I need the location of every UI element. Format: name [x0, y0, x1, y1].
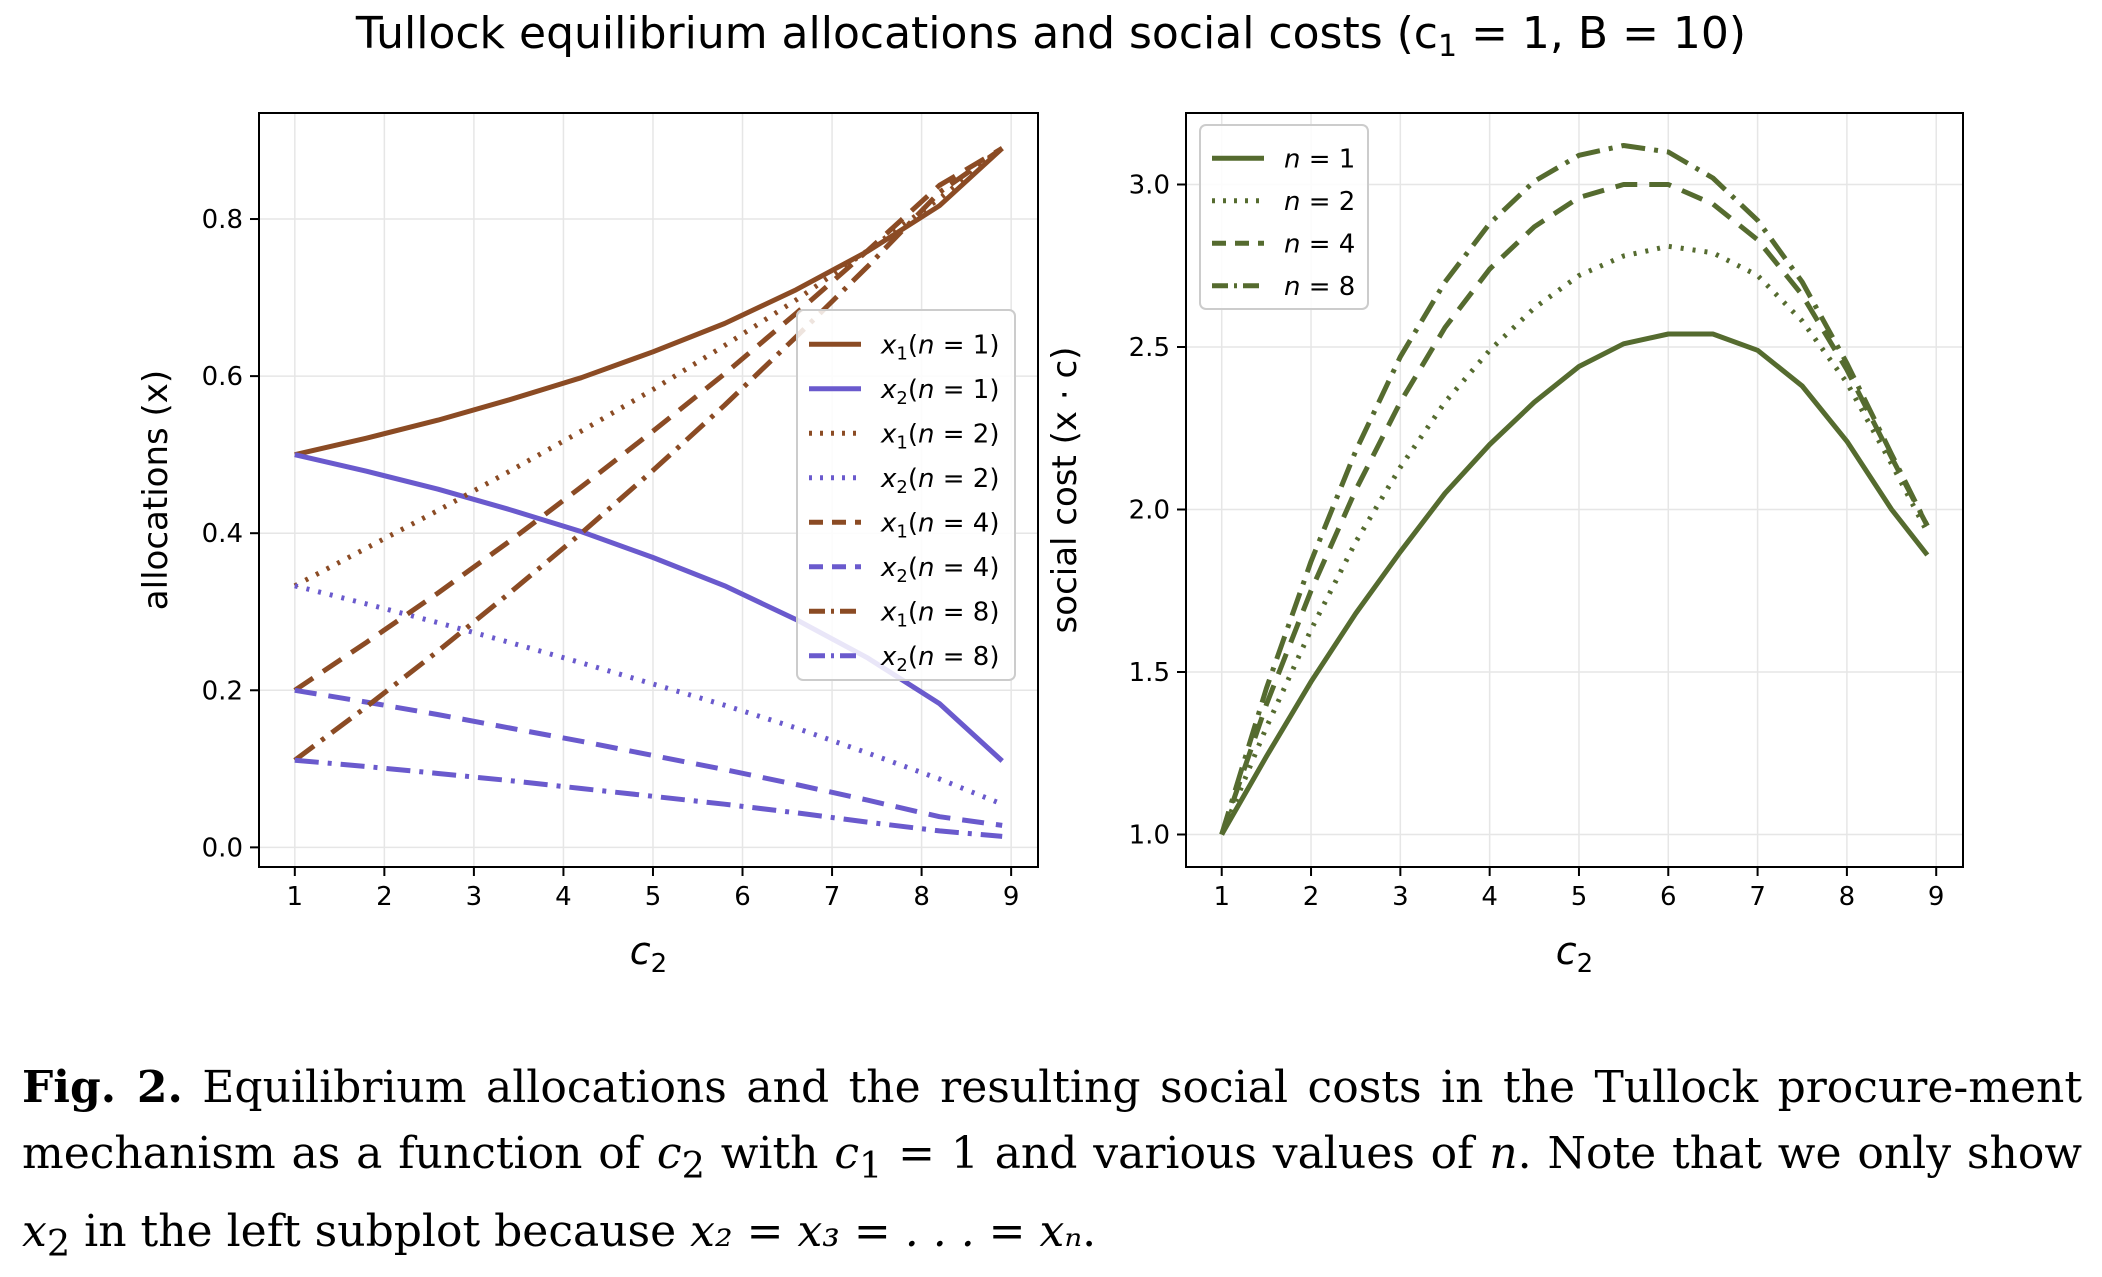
series-line-x1-n-4-: [293, 146, 1004, 693]
legend-label: n = 1: [1284, 144, 1355, 174]
y-tick-label: 2.0: [1129, 496, 1170, 526]
x-axis-label: c2: [630, 929, 667, 979]
x-tick-label: 2: [1303, 882, 1320, 912]
legend: n = 1 n = 2 n = 4 n = 8: [1199, 124, 1369, 310]
x-tick-label: 1: [287, 882, 304, 912]
series-line-x2-n-4-: [294, 687, 1003, 828]
x-tick-label: 8: [1839, 882, 1856, 912]
x-tick-label: 6: [734, 882, 751, 912]
x-tick-label: 4: [1481, 882, 1498, 912]
legend-label: x2(n = 8): [880, 642, 999, 676]
x-tick-label: 5: [1571, 882, 1588, 912]
allocations-chart: 1 2 3 4 5 6 7 8 9 0.0 0.2 0.4 0.6 0.8 c2 allocations (x…: [136, 112, 1039, 979]
x-tick-label: 8: [913, 882, 930, 912]
y-tick-label: 2.5: [1129, 333, 1170, 363]
y-tick-label: 0.4: [202, 519, 243, 549]
legend-label: x2(n = 2): [880, 464, 999, 498]
y-axis-label: social cost (x · c): [1045, 347, 1085, 634]
legend-label: x1(n = 2): [880, 419, 999, 453]
series-line-n-8: [1219, 143, 1930, 836]
y-tick-label: 0.8: [202, 205, 243, 235]
series-line-n-1: [1219, 331, 1930, 836]
x-axis-label: c2: [1556, 929, 1593, 979]
series-line-n-4: [1219, 182, 1930, 836]
x-tick-label: 6: [1660, 882, 1677, 912]
social-cost-chart: 1 2 3 4 5 6 7 8 9 1.0 1.5 2.0 2.5 3.0 c2 social cost (x…: [1045, 112, 1964, 979]
x-tick-label: 3: [466, 882, 483, 912]
x-tick-label: 9: [1928, 882, 1945, 912]
x-tick-label: 4: [555, 882, 572, 912]
legend-label: x1(n = 8): [880, 597, 999, 631]
series-line-n-2: [1219, 243, 1930, 836]
legend-label: x2(n = 4): [880, 553, 999, 587]
x-tick-label: 2: [376, 882, 393, 912]
y-tick-label: 1.0: [1129, 821, 1170, 851]
x-tick-label: 7: [824, 882, 841, 912]
figure-caption: Fig. 2. Equilibrium allocations and the …: [22, 1062, 2083, 1265]
x-tick-label: 5: [645, 882, 662, 912]
legend-label: n = 4: [1284, 229, 1355, 259]
figure-title: Tullock equilibrium allocations and soci…: [355, 8, 1746, 64]
legend: x1(n = 1) x2(n = 1) x1(n = 2) x2(n = 2) x1(n…: [796, 309, 1016, 681]
series-line-x1-n-2-: [293, 146, 1004, 589]
caption-label: Fig. 2.: [22, 1062, 183, 1113]
x-tick-label: 9: [1003, 882, 1020, 912]
x-tick-label: 7: [1749, 882, 1766, 912]
legend-label: x2(n = 1): [880, 375, 999, 409]
axes-frame: [258, 112, 1039, 868]
legend-box: [796, 309, 1016, 681]
legend-box: [1199, 124, 1369, 310]
axes-frame: [1185, 112, 1964, 868]
legend-label: n = 2: [1284, 187, 1355, 217]
y-tick-label: 3.0: [1129, 171, 1170, 201]
series-line-x1-n-1-: [294, 146, 1004, 458]
legend-label: n = 8: [1284, 272, 1355, 302]
x-tick-label: 1: [1213, 882, 1230, 912]
series-line-x2-n-8-: [294, 757, 1003, 839]
y-tick-label: 1.5: [1129, 658, 1170, 688]
series-line-x1-n-8-: [293, 146, 1004, 763]
legend-label: x1(n = 1): [880, 330, 999, 364]
y-tick-label: 0.2: [202, 676, 243, 706]
y-tick-label: 0.0: [202, 833, 243, 863]
y-tick-label: 0.6: [202, 362, 243, 392]
legend-label: x1(n = 4): [880, 508, 999, 542]
y-axis-label: allocations (x): [136, 370, 176, 610]
x-tick-label: 3: [1392, 882, 1409, 912]
